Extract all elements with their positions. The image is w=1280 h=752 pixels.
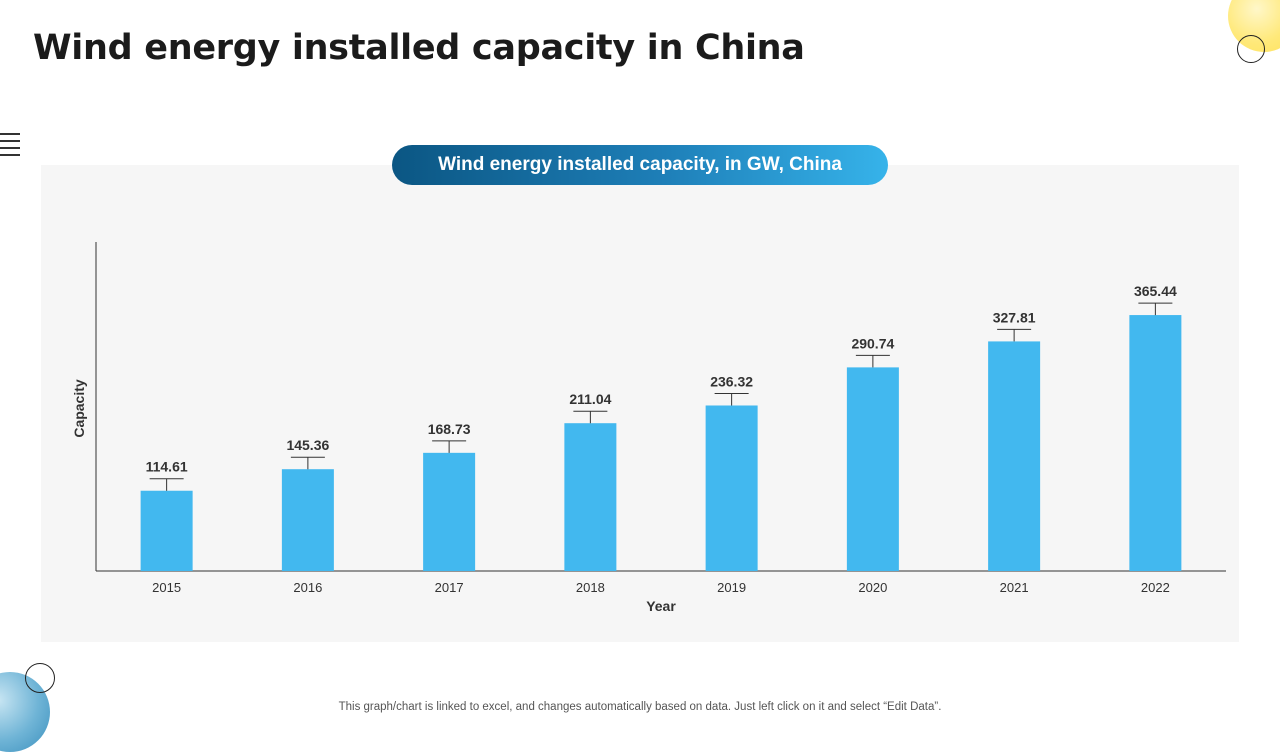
y-axis-label: Capacity [71, 379, 87, 438]
bar-2019[interactable] [705, 405, 758, 571]
data-label: 365.44 [1134, 283, 1177, 299]
data-label-leader [290, 456, 325, 470]
x-tick-label: 2021 [1000, 580, 1029, 595]
data-label-leader [149, 478, 184, 491]
data-label: 327.81 [993, 309, 1036, 325]
data-label: 236.32 [710, 373, 753, 389]
bar-2022[interactable] [1129, 315, 1182, 571]
x-tick-label: 2017 [435, 580, 464, 595]
slide-title: Wind energy installed capacity in China [33, 28, 805, 68]
menu-icon[interactable] [0, 133, 20, 156]
x-tick-label: 2018 [576, 580, 605, 595]
bar-2017[interactable] [423, 452, 476, 571]
data-label: 145.36 [286, 437, 329, 453]
bar-2015[interactable] [140, 490, 193, 571]
bar-2016[interactable] [281, 469, 334, 571]
data-label: 290.74 [851, 335, 894, 351]
footnote: This graph/chart is linked to excel, and… [338, 701, 942, 713]
bar-chart: 114.61 2015 145.36 2016 168.73 2017 211.04 2018… [71, 242, 1226, 614]
data-label-leader [1138, 302, 1173, 316]
bar-2021[interactable] [988, 341, 1041, 571]
x-tick-label: 2015 [152, 580, 181, 595]
data-label: 168.73 [428, 421, 471, 437]
bar-2018[interactable] [564, 423, 617, 571]
chart-title: Wind energy installed capacity, in GW, C… [438, 154, 842, 175]
chart-title-pill: Wind energy installed capacity, in GW, C… [392, 145, 888, 185]
data-label: 211.04 [569, 391, 611, 407]
data-label: 114.61 [146, 459, 188, 475]
data-label-leader [714, 392, 749, 406]
bar-2020[interactable] [846, 367, 899, 571]
data-label-leader [432, 440, 467, 453]
x-tick-label: 2020 [858, 580, 887, 595]
data-label-leader [855, 354, 890, 368]
x-tick-label: 2016 [293, 580, 322, 595]
x-axis-label: Year [646, 598, 676, 614]
ring-decoration-icon [1237, 35, 1265, 63]
x-tick-label: 2022 [1141, 580, 1170, 595]
x-tick-label: 2019 [717, 580, 746, 595]
ring-decoration-icon [25, 663, 55, 693]
data-label-leader [573, 410, 608, 424]
data-label-leader [997, 328, 1032, 342]
